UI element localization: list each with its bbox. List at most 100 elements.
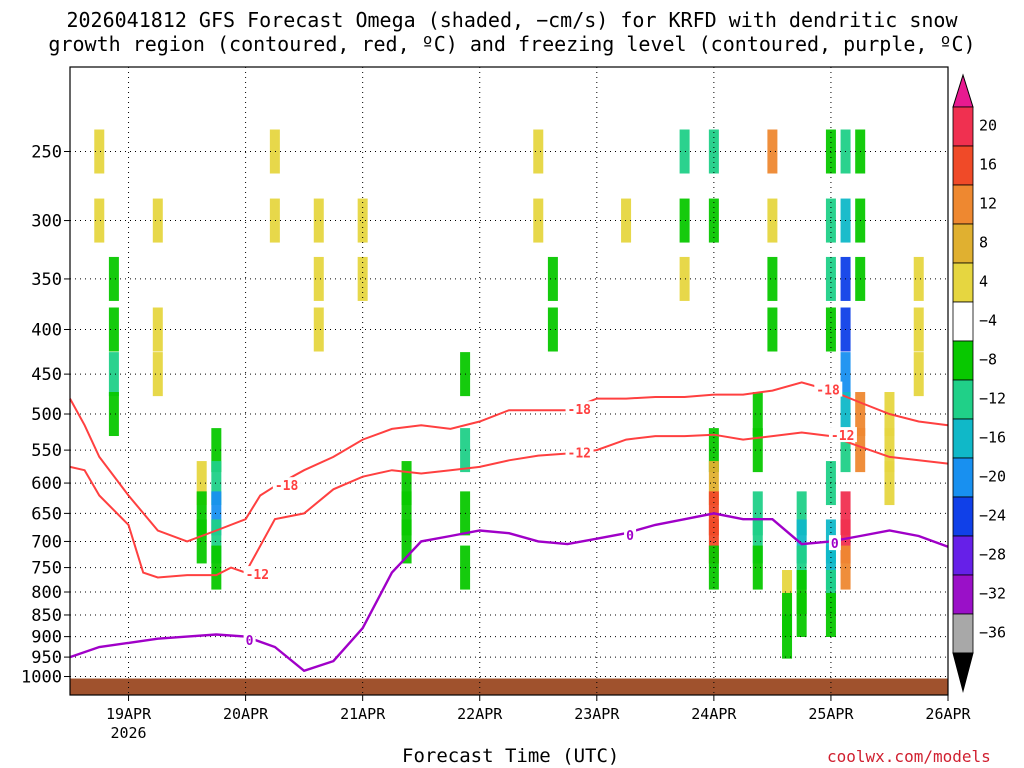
- colorbar-label: −24: [979, 507, 1006, 525]
- omega-cell: [621, 198, 632, 243]
- terrain-ground: [70, 678, 948, 695]
- colorbar-label: −20: [979, 468, 1006, 486]
- contour-label-bg: [828, 427, 857, 443]
- omega-cell: [913, 256, 924, 301]
- x-tick-label: 22APR: [457, 705, 503, 723]
- contour-label: 0: [831, 537, 839, 552]
- contour-label-bg: [828, 535, 841, 551]
- colorbar-swatch: [952, 106, 974, 147]
- omega-cell: [152, 307, 163, 352]
- omega-cell: [913, 307, 924, 352]
- x-tick-label: 25APR: [808, 705, 854, 723]
- y-tick-label: 750: [31, 559, 62, 579]
- colorbar-swatch: [952, 184, 974, 225]
- omega-cell: [152, 352, 163, 397]
- colorbar-swatch: [952, 613, 974, 654]
- omega-cell: [94, 129, 105, 174]
- credit-link[interactable]: coolwx.com/models: [827, 747, 991, 766]
- omega-cell: [108, 256, 119, 301]
- colorbar-swatch: [952, 145, 974, 186]
- colorbar-label: −28: [979, 546, 1006, 564]
- y-tick-label: 850: [31, 606, 62, 626]
- omega-cell: [547, 307, 558, 352]
- colorbar-label: −36: [979, 624, 1006, 642]
- colorbar-label: −4: [979, 312, 997, 330]
- colorbar-swatch: [952, 535, 974, 576]
- title-line-1: 2026041812 GFS Forecast Omega (shaded, −…: [66, 8, 958, 32]
- omega-cell: [196, 461, 207, 506]
- omega-cell: [884, 461, 895, 506]
- colorbar-swatch: [952, 223, 974, 264]
- omega-cell: [767, 256, 778, 301]
- y-tick-label: 300: [31, 212, 62, 232]
- omega-cell: [679, 198, 690, 243]
- omega-cell: [108, 352, 119, 397]
- colorbar-swatch: [952, 379, 974, 420]
- omega-cell: [533, 198, 544, 243]
- contour-label-bg: [243, 631, 256, 647]
- omega-cell: [196, 519, 207, 564]
- omega-cell: [401, 491, 412, 536]
- colorbar-swatch: [952, 574, 974, 615]
- omega-cell: [357, 198, 368, 243]
- y-tick-label: 350: [31, 270, 62, 290]
- omega-cell: [767, 307, 778, 352]
- contour-label: 0: [246, 634, 254, 649]
- omega-cell: [767, 129, 778, 174]
- omega-cell: [211, 545, 222, 590]
- y-tick-label: 250: [31, 143, 62, 163]
- omega-cell: [752, 545, 763, 590]
- x-tick-label: 23APR: [574, 705, 620, 723]
- contour-label: -12: [831, 429, 854, 444]
- omega-cell: [796, 491, 807, 536]
- x-tick-label: 20APR: [223, 705, 269, 723]
- contour-label: -12: [246, 568, 269, 583]
- omega-cell: [796, 519, 807, 564]
- contour-label: -18: [816, 384, 840, 399]
- chart-title: 2026041812 GFS Forecast Omega (shaded, −…: [0, 8, 1024, 56]
- omega-cell: [108, 307, 119, 352]
- omega-cell: [913, 352, 924, 397]
- omega-cell: [313, 256, 324, 301]
- omega-cell: [196, 491, 207, 536]
- colorbar-swatch: [952, 262, 974, 303]
- title-line-2: growth region (contoured, red, ºC) and f…: [48, 32, 976, 56]
- x-year-label: 2026: [110, 724, 146, 742]
- omega-cell: [211, 461, 222, 506]
- x-tick-label: 26APR: [925, 705, 971, 723]
- omega-cell: [313, 198, 324, 243]
- omega-cell: [108, 392, 119, 437]
- colorbar-swatch: [952, 457, 974, 498]
- colorbar-overflow-low: [952, 652, 974, 693]
- omega-cell: [708, 461, 719, 506]
- omega-cell: [708, 129, 719, 174]
- x-tick-label: 19APR: [106, 705, 152, 723]
- colorbar-label: 16: [979, 156, 997, 174]
- omega-cell: [152, 198, 163, 243]
- y-tick-label: 900: [31, 628, 62, 648]
- x-axis-label: Forecast Time (UTC): [402, 745, 620, 767]
- omega-cell: [884, 428, 895, 473]
- x-tick-label: 24APR: [691, 705, 737, 723]
- omega-cell: [401, 519, 412, 564]
- omega-cell: [782, 570, 793, 615]
- y-tick-label: 550: [31, 441, 62, 461]
- contour-label-bg: [814, 381, 843, 397]
- contour-dgz-m18: [69, 381, 949, 543]
- y-tick-label: 500: [31, 405, 62, 425]
- omega-cell: [708, 519, 719, 564]
- contour-label-bg: [272, 477, 301, 493]
- contour-label: -18: [568, 403, 592, 418]
- x-tick-label: 21APR: [340, 705, 386, 723]
- colorbar-label: −16: [979, 429, 1006, 447]
- colorbar-label: −8: [979, 351, 997, 369]
- omega-cell: [752, 428, 763, 473]
- omega-cell: [211, 428, 222, 473]
- colorbar-label: 4: [979, 273, 988, 291]
- omega-cell: [357, 256, 368, 301]
- contour-label: -12: [568, 447, 591, 462]
- contour-label-bg: [565, 444, 594, 460]
- colorbar-overflow-high: [952, 73, 974, 108]
- omega-cell: [269, 129, 280, 174]
- colorbar-swatch: [952, 340, 974, 381]
